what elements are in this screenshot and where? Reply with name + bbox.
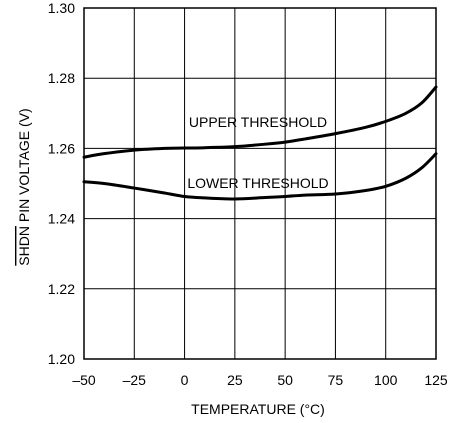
y-tick-label: 1.28 bbox=[48, 70, 75, 86]
y-tick-label: 1.24 bbox=[48, 211, 75, 227]
x-tick-label: 75 bbox=[328, 372, 344, 388]
x-tick-label: 50 bbox=[277, 372, 293, 388]
series-label-lower-threshold: LOWER THRESHOLD bbox=[187, 175, 328, 191]
y-axis-title: SHDN PIN VOLTAGE (V) bbox=[16, 108, 32, 265]
y-tick-label: 1.30 bbox=[48, 0, 75, 16]
x-tick-labels: –50 –25 0 25 50 75 100 125 bbox=[72, 372, 448, 388]
x-tick-label: 0 bbox=[181, 372, 189, 388]
y-axis-title-rest: PIN VOLTAGE (V) bbox=[16, 108, 32, 226]
y-tick-labels: 1.20 1.22 1.24 1.26 1.28 1.30 bbox=[48, 0, 75, 367]
series-lines bbox=[82, 85, 438, 201]
series-line-lower-threshold bbox=[82, 152, 438, 201]
y-axis-title-overlined-part: SHDN bbox=[16, 226, 32, 266]
y-tick-label: 1.26 bbox=[48, 140, 75, 156]
x-tick-label: –25 bbox=[123, 372, 147, 388]
x-tick-label: –50 bbox=[72, 372, 96, 388]
x-tick-label: 125 bbox=[424, 372, 448, 388]
x-axis-title: TEMPERATURE (°C) bbox=[191, 401, 325, 417]
series-label-upper-threshold: UPPER THRESHOLD bbox=[189, 114, 327, 130]
series-line-upper-threshold bbox=[82, 85, 438, 159]
y-tick-label: 1.22 bbox=[48, 281, 75, 297]
grid-lines bbox=[84, 8, 436, 359]
x-tick-label: 25 bbox=[227, 372, 243, 388]
x-tick-label: 100 bbox=[374, 372, 398, 388]
svg-text:SHDN PIN VOLTAGE (V): SHDN PIN VOLTAGE (V) bbox=[16, 108, 32, 265]
y-tick-label: 1.20 bbox=[48, 351, 75, 367]
plot-frame bbox=[83, 7, 437, 360]
